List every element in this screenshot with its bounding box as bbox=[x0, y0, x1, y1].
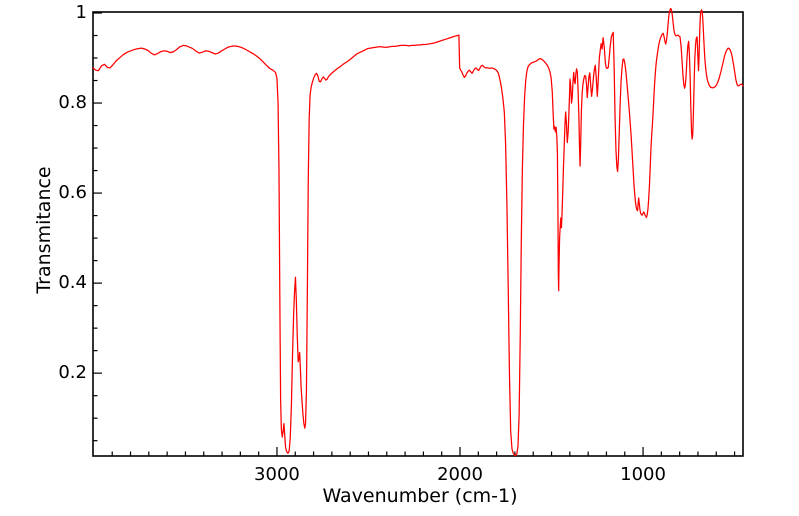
x-axis-label: Wavenumber (cm-1) bbox=[322, 485, 518, 507]
plot-frame bbox=[92, 11, 744, 457]
x-tick-label: 3000 bbox=[254, 464, 300, 485]
y-tick-label: 0.4 bbox=[58, 272, 87, 294]
y-tick-label: 0.6 bbox=[58, 182, 87, 204]
spectrum-line bbox=[92, 7, 744, 457]
y-tick-label: 1 bbox=[75, 2, 87, 24]
y-tick-label: 0.2 bbox=[58, 362, 87, 384]
y-tick-label: 0.8 bbox=[58, 92, 87, 114]
x-tick-label: 2000 bbox=[437, 464, 483, 485]
axis-ticks bbox=[93, 12, 736, 456]
x-tick-label: 1000 bbox=[620, 464, 666, 485]
y-axis-label: Transmitance bbox=[33, 166, 55, 294]
